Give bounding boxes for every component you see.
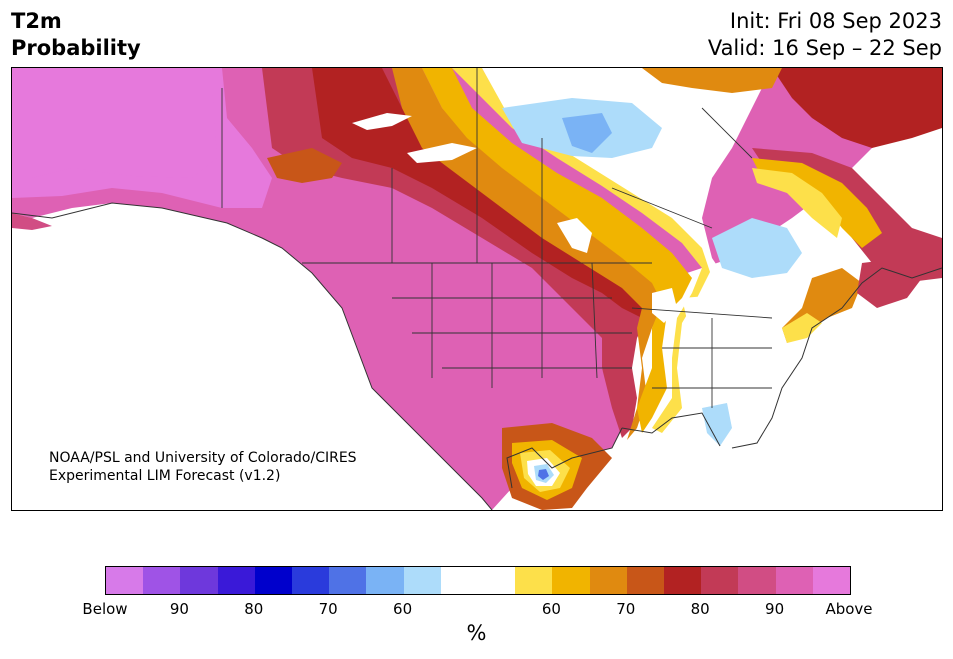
- credit-line-2: Experimental LIM Forecast (v1.2): [49, 468, 281, 484]
- boundaries: [221, 68, 773, 408]
- probability-map-svg: [12, 68, 942, 510]
- colorbar-cell: [775, 567, 813, 594]
- colorbar-tick-label: 60: [393, 600, 413, 618]
- colorbar-cell: [626, 567, 665, 594]
- colorbar-cell: [180, 567, 218, 594]
- valid-period: Valid: 16 Sep – 22 Sep: [707, 36, 942, 60]
- variable-label: T2m: [11, 9, 62, 33]
- colorbar-tick-label: 70: [616, 600, 636, 618]
- south-region: [502, 423, 612, 510]
- land-east: [642, 68, 942, 343]
- colorbar: [105, 566, 851, 595]
- colorbar-tick-label: 90: [765, 600, 785, 618]
- colorbar-cell: [478, 567, 516, 594]
- lakes: [352, 113, 707, 323]
- colorbar-cell: [254, 567, 293, 594]
- neutral-region: [482, 68, 812, 448]
- colorbar-unit: %: [466, 621, 487, 645]
- colorbar-cell: [664, 567, 702, 594]
- forecast-map: [11, 67, 943, 511]
- colorbar-tick-label: 90: [169, 600, 189, 618]
- init-date: Init: Fri 08 Sep 2023: [729, 9, 942, 33]
- colorbar-cell: [552, 567, 590, 594]
- colorbar-tick-label: Above: [825, 600, 873, 618]
- colorbar-cell: [738, 567, 776, 594]
- colorbar-tick-label: 60: [541, 600, 561, 618]
- colorbar-cell: [217, 567, 255, 594]
- credit-text: NOAA/PSL and University of Colorado/CIRE…: [49, 449, 357, 485]
- colorbar-cell: [403, 567, 441, 594]
- coastlines: [12, 202, 942, 510]
- colorbar-cell: [292, 567, 330, 594]
- colorbar-cell: [701, 567, 739, 594]
- colorbar-cell: [106, 567, 144, 594]
- colorbar-tick-label: 70: [318, 600, 338, 618]
- colorbar-tick-label: Below: [82, 600, 128, 618]
- credit-line-1: NOAA/PSL and University of Colorado/CIRE…: [49, 450, 357, 466]
- colorbar-tick-label: 80: [244, 600, 264, 618]
- colorbar-cell: [589, 567, 627, 594]
- colorbar-cell: [143, 567, 181, 594]
- title-right: Init: Fri 08 Sep 2023 Valid: 16 Sep – 22…: [708, 8, 942, 62]
- colorbar-ticks: Below 90 80 70 60 60 70 80 90 Above: [82, 593, 872, 618]
- colorbar-cell: [329, 567, 367, 594]
- orange-yellow-band: [392, 68, 712, 440]
- product-label: Probability: [11, 36, 141, 60]
- colorbar-cell: [366, 567, 404, 594]
- colorbar-cell: [812, 567, 851, 594]
- title-left: T2m Probability: [11, 8, 141, 62]
- colorbar-tick-label: 80: [690, 600, 710, 618]
- colorbar-cell: [515, 567, 553, 594]
- colorbar-cell: [440, 567, 479, 594]
